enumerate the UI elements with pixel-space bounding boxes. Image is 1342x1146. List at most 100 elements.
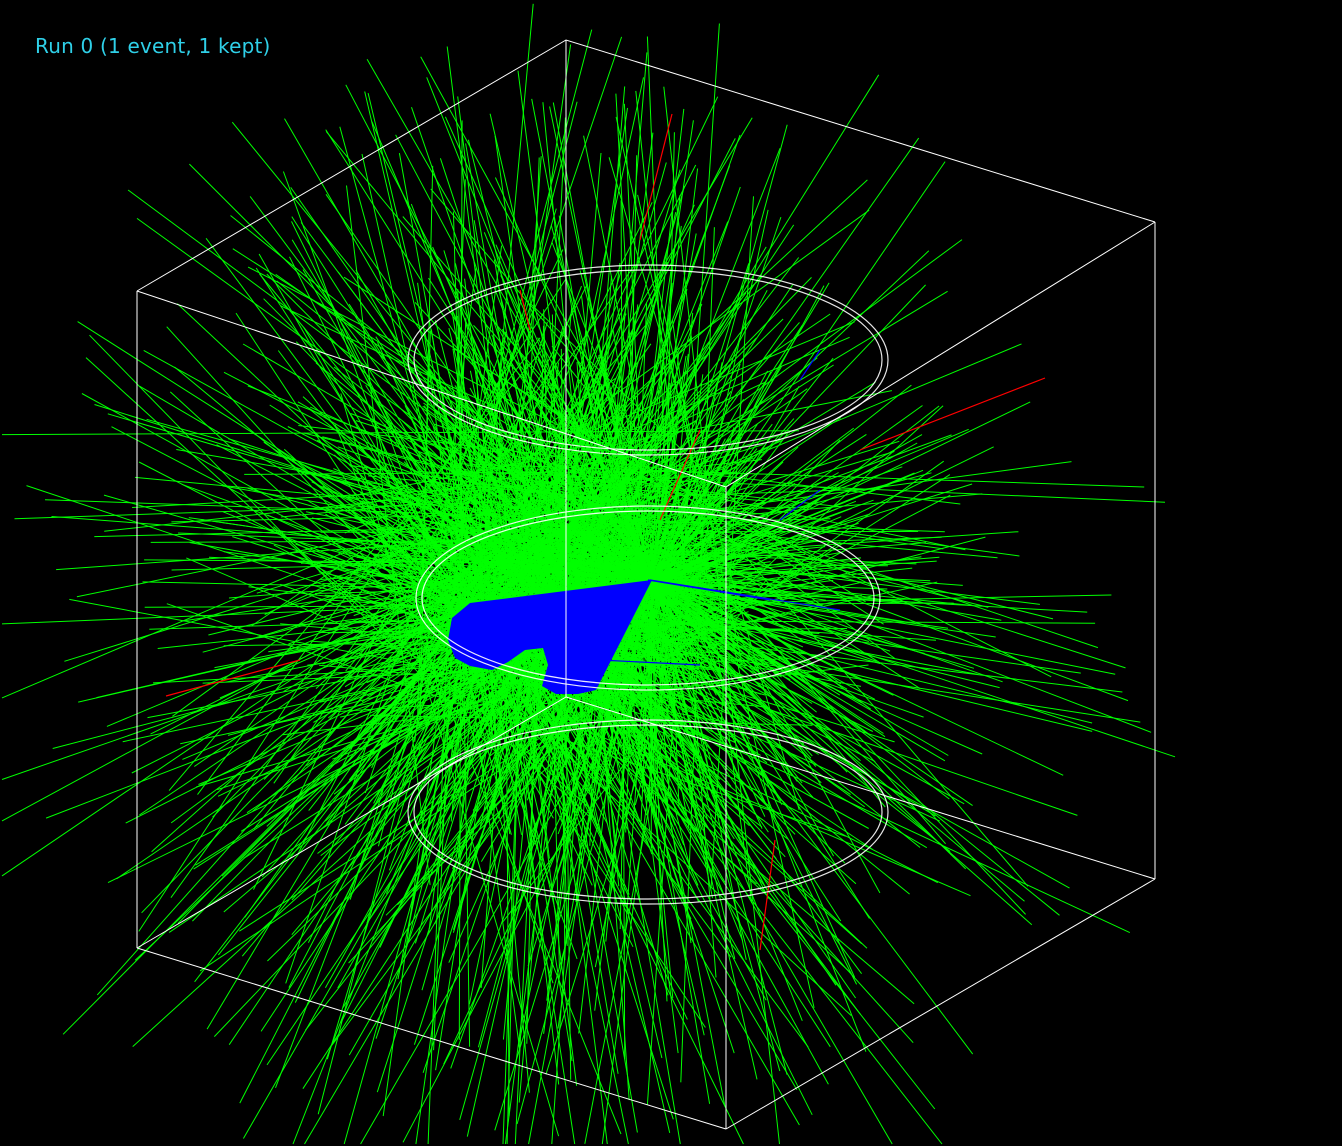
- gamma-track: [557, 579, 653, 835]
- gamma-track: [606, 500, 653, 581]
- gamma-track: [417, 497, 512, 835]
- gamma-track: [651, 579, 783, 730]
- charged-track: [659, 429, 701, 521]
- box-edge-back-bottom-left: [136, 696, 567, 949]
- gamma-track: [651, 425, 679, 581]
- gamma-track: [651, 579, 753, 810]
- ring-middle-inner: [421, 510, 875, 686]
- world-volume-box: [136, 39, 1156, 1130]
- gamma-track: [651, 448, 742, 581]
- gamma-track: [651, 579, 686, 700]
- gamma-track: [314, 584, 661, 594]
- gamma-track: [94, 404, 678, 588]
- gamma-track: [651, 579, 745, 610]
- gamma-track: [651, 560, 937, 581]
- box-edge-right-face: [725, 221, 1156, 488]
- gamma-track: [374, 554, 654, 577]
- gamma-track: [651, 579, 691, 797]
- charged-track: [859, 377, 1046, 451]
- gamma-track: [651, 579, 925, 654]
- gamma-track: [293, 540, 714, 650]
- gamma-track: [302, 325, 803, 1089]
- gamma-track: [327, 453, 657, 719]
- gamma-track: [651, 513, 871, 581]
- gamma-track: [328, 599, 937, 641]
- gamma-track: [581, 295, 679, 1054]
- deposit-speckle: [632, 648, 635, 651]
- gamma-track: [369, 415, 595, 725]
- deposit-speckle: [616, 678, 618, 681]
- gamma-track: [651, 579, 932, 605]
- gamma-track: [349, 413, 617, 749]
- deposit-cone: [448, 580, 652, 694]
- charged-track: [519, 289, 531, 331]
- gamma-track: [377, 29, 593, 847]
- gamma-track: [291, 239, 798, 1091]
- gamma-track: [654, 209, 769, 728]
- gamma-track: [364, 36, 623, 794]
- gamma-track: [651, 579, 841, 696]
- gamma-track: [651, 579, 888, 590]
- gamma-track: [273, 265, 635, 784]
- gamma-track: [651, 465, 658, 581]
- gamma-track: [1, 430, 800, 436]
- gamma-track: [651, 579, 804, 648]
- gamma-track: [651, 579, 817, 713]
- gamma-track: [651, 522, 859, 581]
- gamma-track: [367, 432, 674, 737]
- gamma-track: [414, 380, 1033, 926]
- gamma-track: [651, 450, 709, 581]
- deposit-speckle: [537, 658, 540, 661]
- gamma-track: [651, 556, 940, 581]
- gamma-track: [510, 515, 653, 581]
- gamma-track: [499, 505, 1064, 776]
- gamma-track: [651, 552, 785, 581]
- gamma-track: [651, 579, 894, 696]
- gamma-track: [651, 579, 870, 642]
- deposit-speckle: [625, 648, 627, 651]
- deposit-speckle: [470, 667, 473, 670]
- gamma-track: [651, 579, 886, 738]
- gamma-track: [197, 337, 541, 795]
- gamma-tracks: [1, 3, 1176, 1145]
- gamma-track: [264, 381, 767, 615]
- gamma-track: [493, 467, 720, 646]
- charged-track: [759, 839, 776, 951]
- charged-track: [599, 659, 701, 666]
- gamma-track: [186, 557, 971, 897]
- deposit-speckle: [496, 680, 498, 682]
- gamma-track: [450, 348, 704, 1069]
- gamma-track: [417, 479, 555, 702]
- gamma-track: [651, 557, 862, 581]
- gamma-track: [613, 383, 674, 998]
- gamma-track: [327, 472, 932, 631]
- gamma-track: [545, 437, 742, 1075]
- gamma-track: [651, 381, 679, 581]
- deposit-speckle: [617, 651, 620, 654]
- deposit-speckle: [529, 666, 531, 668]
- deposit-speckle: [630, 677, 633, 680]
- charged-track: [639, 113, 673, 241]
- gamma-track: [89, 334, 520, 777]
- gamma-track: [651, 579, 798, 782]
- gamma-track: [651, 579, 669, 783]
- gamma-track: [598, 355, 653, 581]
- gamma-track: [1, 336, 850, 699]
- gamma-track: [366, 137, 920, 924]
- gamma-track: [141, 512, 531, 914]
- charged-track: [165, 659, 301, 697]
- detector-rings: [407, 264, 889, 905]
- gamma-track: [651, 579, 813, 693]
- gamma-track: [651, 579, 877, 662]
- gamma-track: [651, 579, 717, 696]
- gamma-track: [651, 469, 924, 581]
- deposit-speckle: [535, 669, 538, 671]
- gamma-track: [413, 523, 691, 588]
- gamma-track: [315, 179, 868, 689]
- run-status-label: Run 0 (1 event, 1 kept): [35, 34, 271, 58]
- gamma-track: [563, 419, 593, 753]
- deposit-speckle: [488, 677, 490, 680]
- gamma-track: [373, 164, 697, 804]
